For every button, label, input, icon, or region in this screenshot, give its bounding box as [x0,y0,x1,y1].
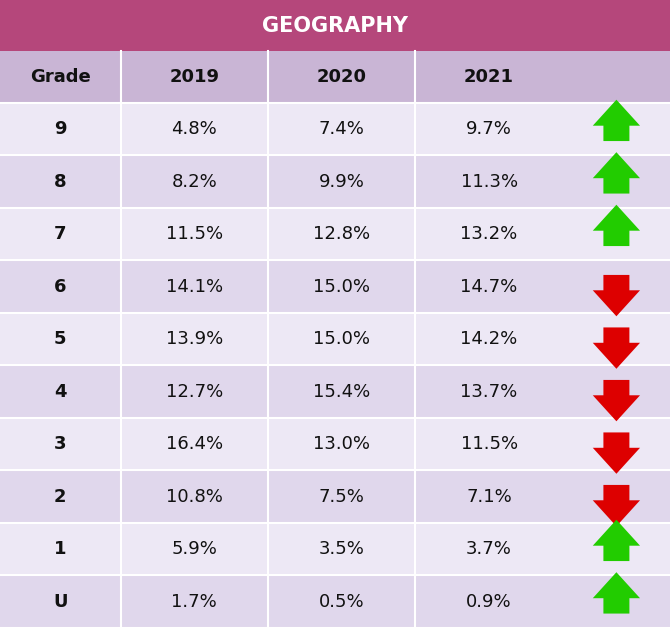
Polygon shape [593,152,640,193]
Text: 13.9%: 13.9% [165,330,223,349]
Text: 9.7%: 9.7% [466,120,512,138]
Text: 1.7%: 1.7% [172,593,217,611]
Text: 11.3%: 11.3% [460,173,518,191]
Bar [0,575,670,628]
Bar [0,418,670,470]
Bar [0,313,670,365]
Text: 0.9%: 0.9% [466,593,512,611]
Text: 4: 4 [54,382,66,401]
Polygon shape [593,275,640,317]
Text: 8: 8 [54,173,66,191]
Text: 7.4%: 7.4% [319,120,364,138]
Text: 14.1%: 14.1% [165,278,223,296]
Text: 3.5%: 3.5% [319,540,364,558]
Text: 16.4%: 16.4% [165,435,223,453]
Polygon shape [593,485,640,526]
Polygon shape [593,380,640,421]
Polygon shape [593,327,640,369]
Bar [0,523,670,575]
Bar [0,365,670,418]
Polygon shape [593,572,640,614]
Text: 4.8%: 4.8% [172,120,217,138]
Text: 5.9%: 5.9% [172,540,217,558]
Text: 14.2%: 14.2% [460,330,518,349]
Text: 1: 1 [54,540,66,558]
Text: 13.0%: 13.0% [313,435,371,453]
Text: 12.8%: 12.8% [313,225,371,243]
Bar [0,51,670,103]
Text: 12.7%: 12.7% [165,382,223,401]
Text: 8.2%: 8.2% [172,173,217,191]
Text: 3.7%: 3.7% [466,540,512,558]
Text: 2020: 2020 [317,68,366,86]
Text: U: U [53,593,68,611]
Bar [0,0,670,51]
Text: 6: 6 [54,278,66,296]
Text: 2019: 2019 [170,68,219,86]
Text: GEOGRAPHY: GEOGRAPHY [262,16,408,36]
Polygon shape [593,520,640,561]
Polygon shape [593,100,640,141]
Text: 7: 7 [54,225,66,243]
Text: 7.1%: 7.1% [466,488,512,506]
Bar [0,156,670,208]
Text: 0.5%: 0.5% [319,593,364,611]
Text: 9.9%: 9.9% [319,173,364,191]
Text: 2021: 2021 [464,68,514,86]
Text: 5: 5 [54,330,66,349]
Text: 11.5%: 11.5% [460,435,518,453]
Text: 11.5%: 11.5% [165,225,223,243]
Bar [0,103,670,156]
Text: Grade: Grade [30,68,90,86]
Text: 9: 9 [54,120,66,138]
Polygon shape [593,205,640,246]
Text: 13.2%: 13.2% [460,225,518,243]
Text: 14.7%: 14.7% [460,278,518,296]
Text: 15.4%: 15.4% [313,382,371,401]
Bar [0,208,670,261]
Text: 15.0%: 15.0% [313,278,371,296]
Polygon shape [593,433,640,474]
Text: 15.0%: 15.0% [313,330,371,349]
Text: 10.8%: 10.8% [166,488,222,506]
Text: 13.7%: 13.7% [460,382,518,401]
Text: 2: 2 [54,488,66,506]
Bar [0,261,670,313]
Bar [0,470,670,523]
Text: 7.5%: 7.5% [319,488,364,506]
Text: 3: 3 [54,435,66,453]
